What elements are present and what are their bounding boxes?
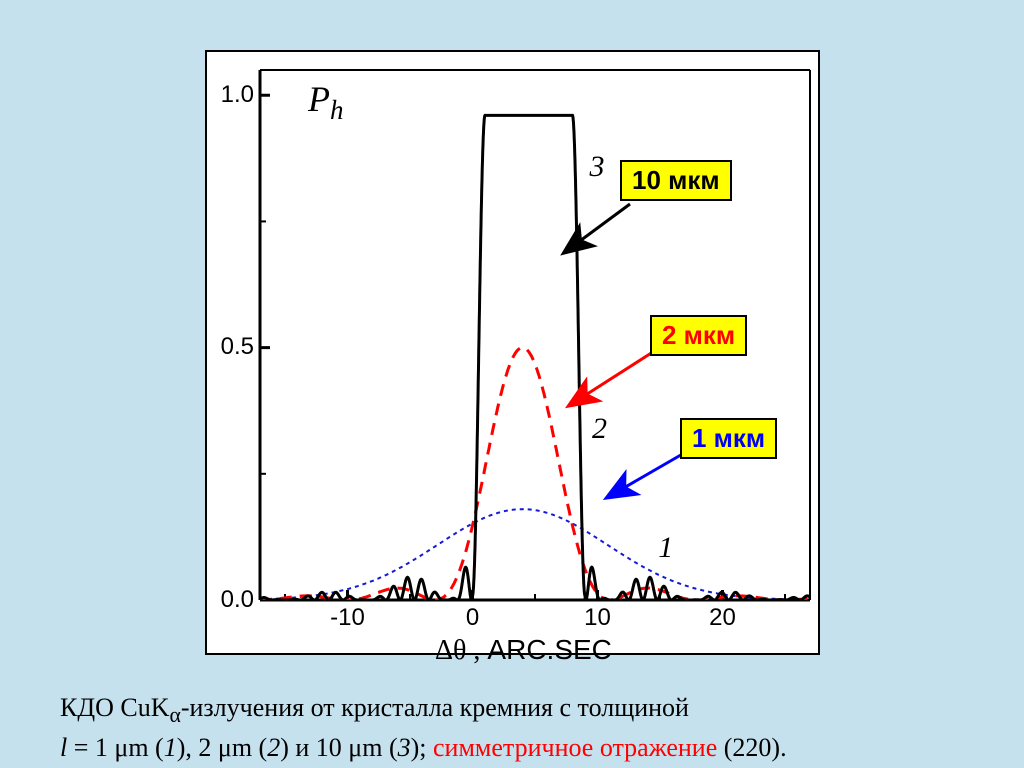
figure-caption: КДО CuKα-излучения от кристалла кремния … — [60, 690, 787, 766]
curve-index-label: 3 — [590, 150, 605, 184]
x-tick-label: -10 — [328, 604, 368, 632]
legend-box-2: 2 мкм — [650, 315, 747, 356]
x-tick-label: 20 — [703, 604, 743, 632]
curve-index-label: 2 — [592, 412, 607, 446]
legend-arrow-2 — [570, 350, 656, 405]
y-tick-label: 0.5 — [221, 333, 254, 361]
x-tick-label: 10 — [578, 604, 618, 632]
curve-2 — [260, 348, 809, 600]
y-tick-label: 1.0 — [221, 81, 254, 109]
y-tick-label: 0.0 — [221, 586, 254, 614]
curve-1 — [260, 509, 809, 600]
page: -10 0 10 20 0.0 0.5 1.0 Ph Δθ , ARC.SEC 1 2 3 10 мкм… — [0, 0, 1024, 768]
curve-index-label: 1 — [658, 531, 673, 565]
legend-arrow-3 — [608, 452, 686, 497]
legend-box-3: 1 мкм — [680, 418, 777, 459]
legend-box-1: 10 мкм — [620, 160, 732, 201]
x-axis-title: Δθ , ARC.SEC — [435, 634, 612, 667]
x-tick-label: 0 — [453, 604, 493, 632]
y-axis-title: Ph — [308, 78, 344, 126]
